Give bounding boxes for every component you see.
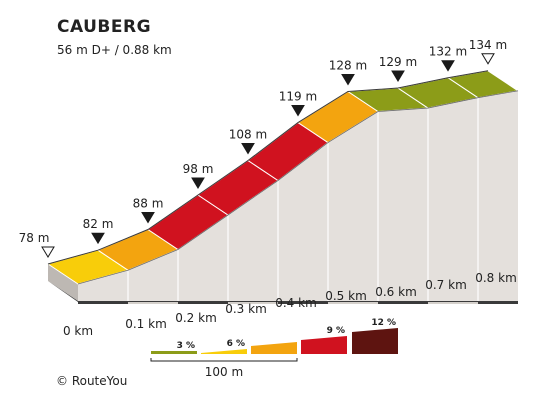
x-tick-label: 0.5 km <box>325 289 367 303</box>
profile-front-edge <box>77 90 519 285</box>
chart-subtitle: 56 m D+ / 0.88 km <box>57 43 172 57</box>
km-scale-bar <box>478 301 518 304</box>
elevation-marker-icon <box>391 70 405 83</box>
legend-swatch <box>352 328 398 354</box>
scale-bracket <box>150 358 298 362</box>
elevation-label: 98 m <box>183 162 214 176</box>
legend-label: 3 % <box>177 341 195 351</box>
elevation-label: 82 m <box>83 217 114 231</box>
km-scale-bar <box>78 301 128 304</box>
km-scale-bar <box>178 301 228 304</box>
scale-label: 100 m <box>205 365 243 379</box>
profile-left-cap <box>48 264 78 301</box>
legend-swatch <box>251 342 297 354</box>
elevation-label: 108 m <box>229 128 267 142</box>
legend-label: 9 % <box>327 326 345 336</box>
profile-front-wall <box>78 90 518 301</box>
labels-layer: 78 m 82 m 88 m 98 m 108 m 119 m 128 m 129 m 132 … <box>19 38 517 338</box>
km-scale-bar <box>278 301 328 304</box>
x-tick-label: 0.2 km <box>175 311 217 325</box>
km-scale-bar <box>428 301 478 304</box>
endpoint-marker-icon <box>41 246 55 258</box>
elevation-label: 129 m <box>379 55 417 69</box>
chart-title: CAUBERG <box>57 17 152 37</box>
elevation-label: 119 m <box>279 90 317 104</box>
legend-swatch <box>151 351 197 354</box>
endpoint-marker-icon <box>481 53 495 65</box>
elevation-label: 128 m <box>329 59 367 73</box>
elevation-label: 134 m <box>469 38 507 52</box>
elevation-marker-icon <box>441 60 455 72</box>
legend-swatch <box>201 349 247 354</box>
legend-label: 6 % <box>227 339 245 349</box>
elevation-marker-icon <box>141 212 155 224</box>
legend-swatch <box>301 336 347 354</box>
elevation-label: 132 m <box>429 45 467 59</box>
elevation-marker-icon <box>291 105 305 117</box>
x-tick-label: 0.8 km <box>475 271 517 285</box>
elevation-marker-icon <box>341 74 355 86</box>
copyright-text: © RouteYou <box>56 374 128 388</box>
km-scale-bar <box>128 301 178 304</box>
x-tick-label: 0.4 km <box>275 296 317 310</box>
elevation-marker-icon <box>241 143 255 155</box>
km-scale-bar <box>328 301 378 304</box>
gradient-legend: 3 % 6 % 9 % 12 % 100 m <box>150 318 398 379</box>
x-tick-label: 0.3 km <box>225 302 267 316</box>
legend-label: 12 % <box>371 318 396 328</box>
x-tick-label: 0.7 km <box>425 278 467 292</box>
km-scale-bar <box>228 301 278 304</box>
elevation-marker-icon <box>191 177 205 189</box>
profile-ridge-line <box>47 70 489 265</box>
elevation-label: 78 m <box>19 231 50 245</box>
elevation-label: 88 m <box>133 197 164 211</box>
x-tick-label: 0.1 km <box>125 317 167 331</box>
x-tick-label: 0.6 km <box>375 285 417 299</box>
km-scale-bar <box>378 301 428 304</box>
x-tick-label: 0 km <box>63 324 93 338</box>
profile-layer <box>46 70 520 304</box>
elevation-marker-icon <box>91 232 105 245</box>
